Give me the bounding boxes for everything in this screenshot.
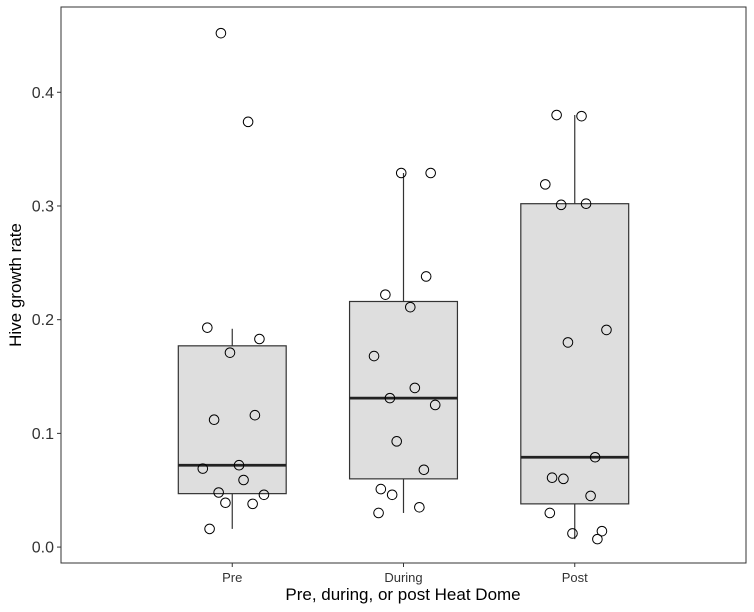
- data-point: [555, 199, 567, 211]
- data-point: [544, 507, 556, 519]
- data-point: [425, 167, 436, 179]
- points-post: [539, 109, 612, 545]
- box-post: [520, 115, 630, 540]
- data-point: [429, 399, 441, 411]
- data-point: [414, 501, 425, 513]
- data-point: [197, 463, 209, 474]
- data-point: [567, 528, 578, 539]
- data-point: [395, 167, 407, 179]
- data-point: [373, 507, 384, 519]
- boxes: [177, 115, 630, 540]
- points-pre: [197, 27, 270, 535]
- data-point: [589, 451, 601, 463]
- data-point: [202, 322, 213, 333]
- box-iqr: [520, 203, 630, 505]
- y-tick-label: 0.1: [32, 426, 54, 443]
- data-point: [539, 179, 551, 190]
- data-point: [208, 414, 220, 426]
- data-point: [562, 337, 574, 348]
- data-point: [580, 198, 592, 210]
- data-point: [258, 489, 270, 501]
- data-point: [247, 498, 258, 510]
- data-point: [380, 289, 391, 300]
- x-tick-label: Pre: [222, 570, 242, 585]
- data-point: [596, 525, 608, 537]
- data-point: [224, 347, 236, 358]
- box-iqr: [348, 300, 459, 480]
- data-point: [384, 392, 396, 404]
- data-point: [601, 324, 612, 336]
- y-tick-label: 0.4: [32, 85, 54, 102]
- data-point: [420, 271, 432, 282]
- data-point: [242, 116, 254, 128]
- box-pre: [177, 328, 287, 529]
- data-point: [368, 350, 380, 362]
- x-tick-label: During: [384, 570, 422, 585]
- data-point: [233, 459, 245, 471]
- box-iqr: [177, 345, 287, 495]
- data-point: [404, 301, 416, 313]
- data-points: [197, 27, 612, 545]
- data-point: [204, 523, 215, 535]
- y-axis-title: Hive growth rate: [6, 223, 25, 347]
- points-during: [368, 167, 441, 519]
- data-point: [409, 382, 421, 394]
- y-tick-label: 0.2: [32, 312, 54, 329]
- data-point: [254, 333, 265, 345]
- data-point: [386, 489, 398, 501]
- data-point: [391, 436, 403, 447]
- data-point: [558, 473, 569, 485]
- x-axis-title: Pre, during, or post Heat Dome: [285, 585, 520, 604]
- data-point: [220, 497, 231, 509]
- data-point: [546, 472, 558, 484]
- y-tick-label: 0.0: [32, 540, 54, 557]
- data-point: [551, 109, 562, 121]
- data-point: [585, 490, 596, 502]
- data-point: [576, 110, 587, 122]
- x-tick-label: Post: [562, 570, 588, 585]
- data-point: [215, 27, 227, 39]
- data-point: [238, 474, 249, 486]
- data-point: [213, 487, 224, 498]
- y-tick-label: 0.3: [32, 198, 54, 215]
- x-axis: Pre During Post: [222, 563, 588, 585]
- data-point: [592, 533, 603, 545]
- box-during: [348, 173, 459, 513]
- data-point: [249, 409, 261, 421]
- data-point: [375, 483, 387, 495]
- y-axis: 0.0 0.1 0.2 0.3 0.4: [32, 85, 61, 557]
- data-point: [418, 464, 430, 476]
